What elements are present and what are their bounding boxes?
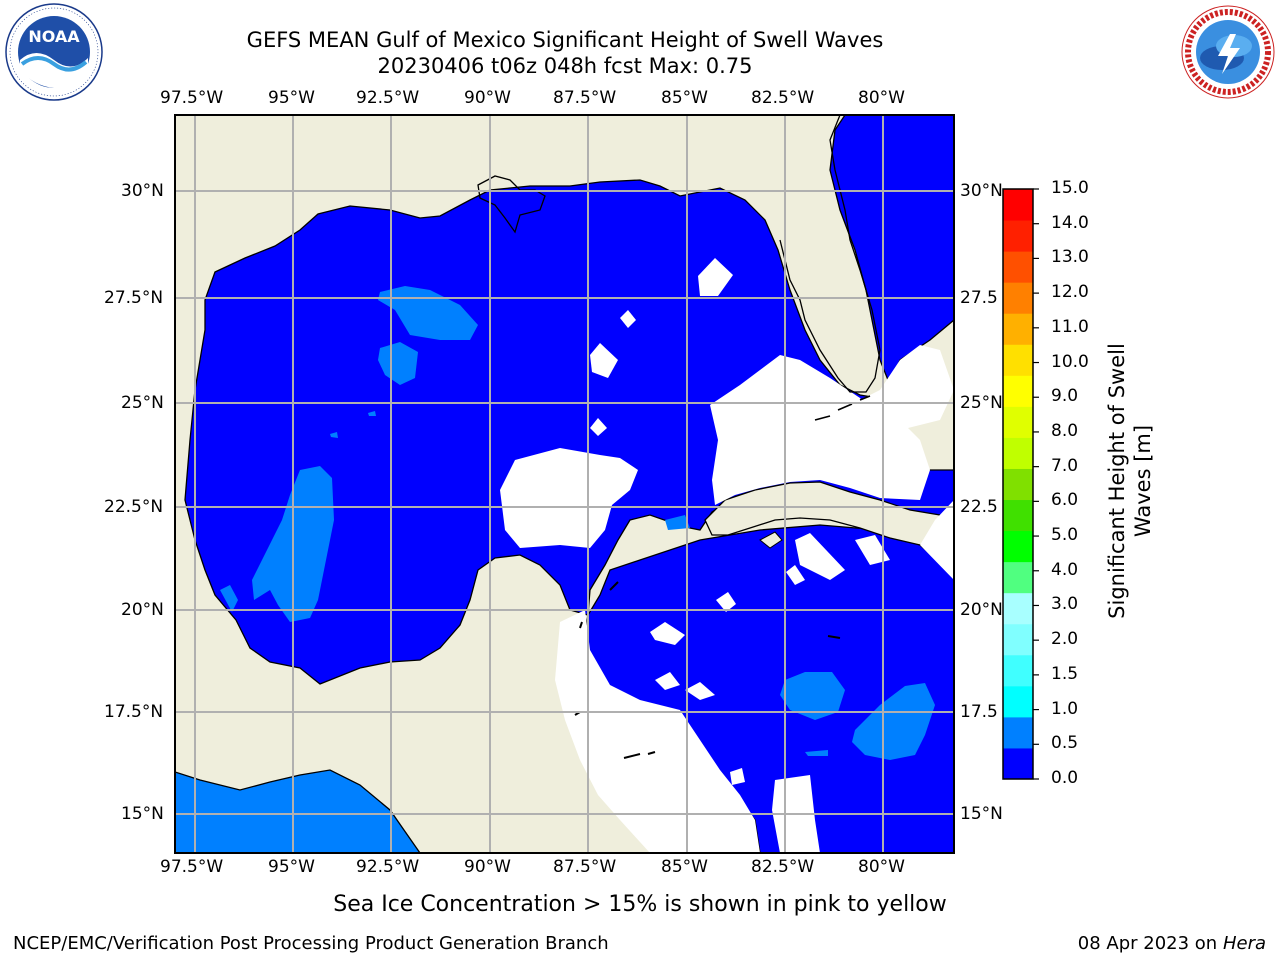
colorbar-frame — [1002, 188, 1034, 780]
lat-tick-left: 25°N — [121, 393, 164, 413]
lon-tick-top: 95°W — [268, 88, 315, 108]
colorbar-tick-label: 3.0 — [1051, 594, 1079, 615]
colorbar-segment — [1003, 654, 1033, 687]
graticule — [175, 115, 954, 853]
colorbar-tick-label: 10.0 — [1051, 351, 1089, 372]
colorbar-tick-label: 6.0 — [1051, 490, 1079, 511]
colorbar-segment — [1003, 251, 1033, 283]
colorbar-segment — [1003, 375, 1033, 407]
lon-tick-bottom: 87.5°W — [553, 857, 617, 877]
lon-tick-bottom: 85°W — [661, 857, 708, 877]
colorbar-segment — [1003, 499, 1033, 532]
lat-tick-right: 15°N — [960, 804, 1003, 824]
colorbar-segment — [1003, 313, 1033, 345]
colorbar-tick-label: 13.0 — [1051, 247, 1089, 268]
lat-tick-left: 15°N — [121, 804, 164, 824]
florida-keys — [814, 395, 871, 421]
noaa-logo-icon: NOAA — [4, 2, 104, 106]
jamaica-land — [759, 531, 783, 549]
lat-tick-right: 30°N — [960, 181, 1003, 201]
colorbar-tick-label: 4.0 — [1051, 559, 1079, 580]
lat-tick-right: 25°N — [960, 393, 1003, 413]
colorbar-segment — [1003, 282, 1033, 314]
atlantic-water — [829, 115, 954, 387]
lon-tick-top: 97.5°W — [160, 88, 224, 108]
lat-tick-right: 20°N — [960, 600, 1003, 620]
lat-tick-right: 17.5 — [960, 702, 998, 722]
sea-ice-footnote: Sea Ice Concentration > 15% is shown in … — [333, 892, 947, 917]
colorbar-tick-label: 2.0 — [1051, 629, 1079, 650]
lon-tick-top: 82.5°W — [751, 88, 815, 108]
colorbar-tick-label: 0.0 — [1051, 768, 1079, 788]
lon-tick-bottom: 97.5°W — [160, 857, 224, 877]
lon-tick-bottom: 82.5°W — [751, 857, 815, 877]
lon-tick-bottom: 80°W — [858, 857, 905, 877]
colorbar-segment — [1003, 437, 1033, 469]
chart-title: GEFS MEAN Gulf of Mexico Significant Hei… — [246, 28, 884, 52]
florida-coastline — [779, 115, 881, 393]
colorbar-tick-label: 1.5 — [1051, 663, 1079, 684]
colorbar-segment — [1003, 592, 1033, 625]
colorbar-segment — [1003, 685, 1033, 718]
colorbar-title: Significant Height of Swell Waves [m] — [1105, 343, 1155, 619]
colorbar-segment — [1003, 468, 1033, 501]
colorbar-segment — [1003, 189, 1033, 221]
colorbar-tick-label: 12.0 — [1051, 282, 1089, 303]
colorbar-segment — [1003, 530, 1033, 563]
colorbar-tick-label: 7.0 — [1051, 455, 1079, 476]
colorbar-segment — [1003, 561, 1033, 594]
islands — [574, 581, 841, 759]
lon-tick-bottom: 92.5°W — [356, 857, 420, 877]
map-frame — [174, 114, 955, 854]
colorbar-tick-label: 14.0 — [1051, 212, 1089, 233]
colorbar-tick-label: 5.0 — [1051, 525, 1079, 546]
footer-credit: NCEP/EMC/Verification Post Processing Pr… — [13, 933, 609, 954]
colorbar-tick-label: 1.0 — [1051, 698, 1079, 719]
colorbar-tick-label: 8.0 — [1051, 420, 1079, 441]
footer-date: 08 Apr 2023 on Hera — [1078, 933, 1266, 954]
lon-tick-top: 90°W — [464, 88, 511, 108]
pacific-water — [175, 769, 421, 853]
lat-tick-right: 27.5 — [960, 288, 998, 308]
footer-date-text: 08 Apr 2023 on — [1077, 933, 1223, 954]
lat-tick-left: 30°N — [121, 181, 164, 201]
footer-host: Hera — [1222, 933, 1266, 954]
svg-text:NOAA: NOAA — [28, 27, 80, 46]
lon-tick-bottom: 95°W — [268, 857, 315, 877]
colorbar-segment — [1003, 623, 1033, 656]
lon-tick-top: 80°W — [858, 88, 905, 108]
lon-tick-top: 92.5°W — [356, 88, 420, 108]
chart-subtitle: 20230406 t06z 048h fcst Max: 0.75 — [377, 54, 753, 78]
lat-tick-right: 22.5 — [960, 497, 998, 517]
lon-tick-top: 87.5°W — [553, 88, 617, 108]
colorbar-segment — [1003, 344, 1033, 376]
colorbar-tick-label: 15.0 — [1051, 178, 1089, 198]
louisiana-delta — [477, 175, 546, 234]
lat-tick-left: 22.5°N — [104, 497, 164, 517]
lon-tick-bottom: 90°W — [464, 857, 511, 877]
colorbar-tick-label: 11.0 — [1051, 316, 1089, 337]
colorbar-segment — [1003, 406, 1033, 438]
lon-tick-top: 85°W — [661, 88, 708, 108]
nws-logo-icon — [1178, 4, 1278, 104]
colorbar — [1002, 188, 1039, 780]
lat-tick-left: 17.5°N — [104, 702, 164, 722]
colorbar-segment — [1003, 220, 1033, 252]
colorbar-segment — [1003, 747, 1033, 780]
map-plot-area — [175, 115, 954, 853]
cuba-land — [704, 481, 954, 546]
colorbar-tick-label: 9.0 — [1051, 386, 1079, 407]
lat-tick-left: 27.5°N — [104, 288, 164, 308]
colorbar-tick-label: 0.5 — [1051, 733, 1079, 754]
lat-tick-left: 20°N — [121, 600, 164, 620]
no-data-regions — [500, 258, 954, 853]
colorbar-segment — [1003, 716, 1033, 749]
